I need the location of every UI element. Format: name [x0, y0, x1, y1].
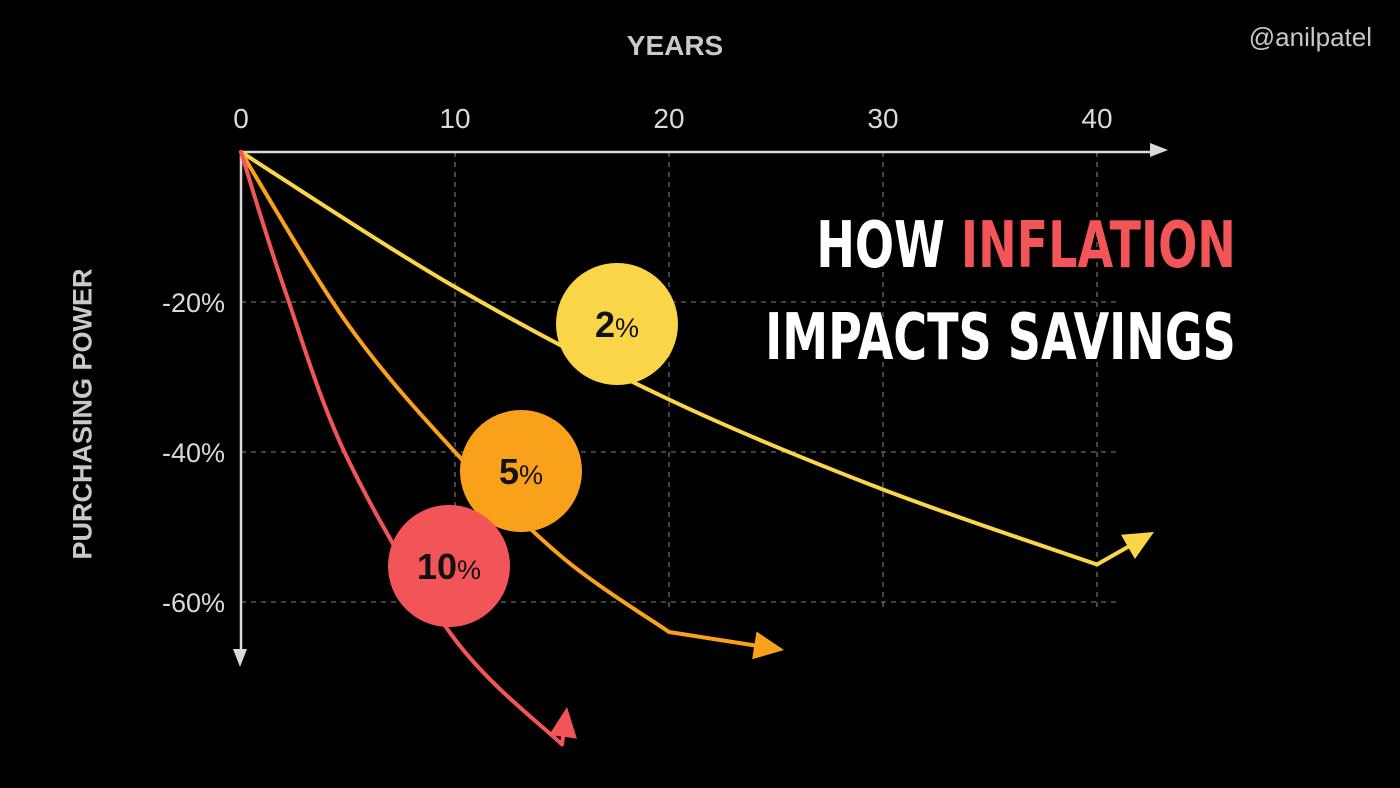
- headline: HOW INFLATION IMPACTS SAVINGS: [765, 200, 1236, 384]
- x-tick-label: 10: [439, 103, 470, 134]
- series-label-bubble-1: [556, 263, 678, 385]
- series-line-3: [239, 150, 566, 747]
- series-line-1: [239, 150, 1130, 567]
- x-tick-label: 0: [233, 103, 249, 134]
- series-label-unit: %: [615, 313, 639, 343]
- x-tick-label: 40: [1081, 103, 1112, 134]
- series-arrowhead-1: [1121, 532, 1154, 560]
- series-label-unit: %: [519, 460, 543, 490]
- series-label-number: 2: [595, 304, 615, 345]
- x-tick-label: 20: [653, 103, 684, 134]
- y-tick-label: -40%: [162, 438, 225, 468]
- series-arrowhead-2: [752, 631, 784, 660]
- headline-accent: INFLATION: [961, 209, 1236, 283]
- headline-line-2: IMPACTS SAVINGS: [765, 301, 1236, 375]
- author-handle: @anilpatel: [1248, 22, 1372, 52]
- y-tick-label: -20%: [162, 288, 225, 318]
- series-label-3: 10%: [417, 546, 481, 587]
- series-arrowhead-3: [549, 707, 577, 739]
- y-tick-label: -60%: [162, 588, 225, 618]
- series-label-bubble-2: [460, 410, 582, 532]
- x-tick-label: 30: [867, 103, 898, 134]
- y-axis-arrowhead: [233, 649, 247, 667]
- series-label-bubble-3: [388, 505, 510, 627]
- headline-prefix: HOW: [816, 209, 946, 283]
- series-line-2: [239, 150, 757, 648]
- series-label-number: 10: [417, 546, 457, 587]
- x-axis-label: YEARS: [626, 30, 724, 61]
- series-label-2: 5%: [499, 451, 543, 492]
- series-label-unit: %: [457, 555, 481, 585]
- series-label-number: 5: [499, 451, 519, 492]
- x-axis-arrowhead: [1150, 143, 1168, 157]
- series-label-1: 2%: [595, 304, 639, 345]
- headline-line-1: HOW INFLATION: [765, 200, 1236, 292]
